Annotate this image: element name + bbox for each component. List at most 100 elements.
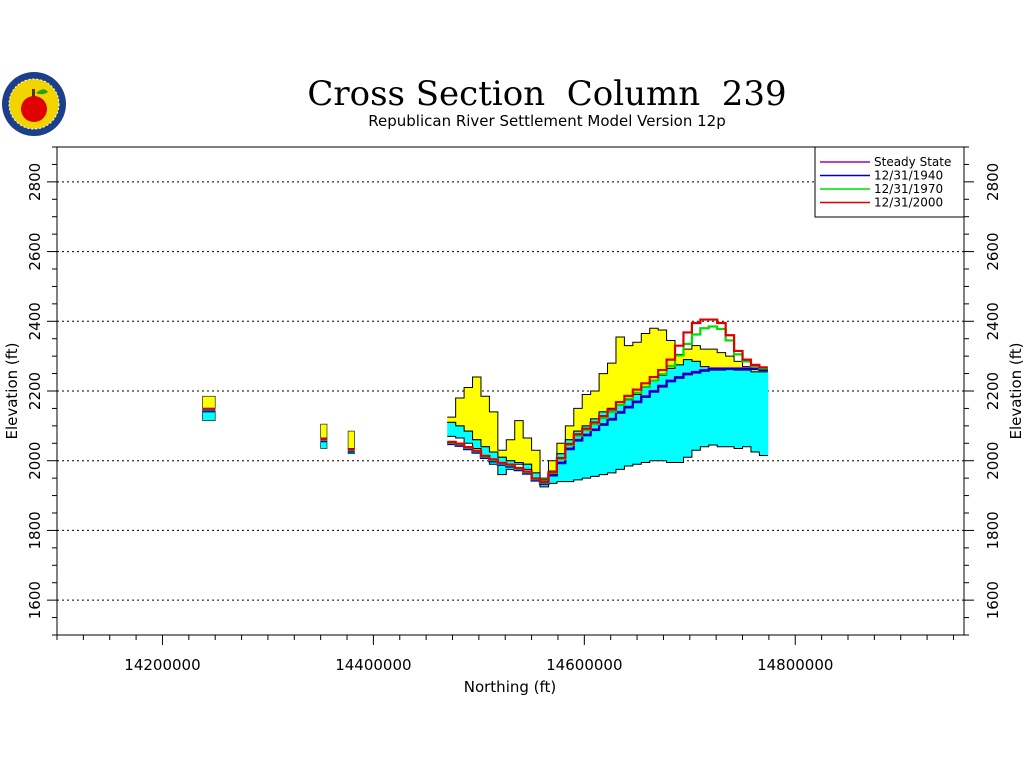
upper-layer-column xyxy=(540,478,549,480)
lower-layer-column xyxy=(607,408,617,473)
upper-layer-column xyxy=(497,450,507,458)
lower-layer-column xyxy=(472,439,482,449)
upper-layer-column xyxy=(565,425,575,440)
lower-layer-column xyxy=(202,411,216,421)
axis-ticks: 14200000 14400000 14600000 14800000 1600 1600… xyxy=(26,146,1002,674)
upper-layer-column xyxy=(725,356,735,369)
upper-layer-column xyxy=(320,423,328,439)
lower-layer-column xyxy=(725,368,735,447)
upper-layer-column xyxy=(700,349,710,367)
series-line-12-31-2000 xyxy=(447,318,768,484)
upper-layer-column xyxy=(666,340,676,369)
upper-layer-column xyxy=(472,377,482,440)
upper-layer-column xyxy=(573,408,583,432)
x-tick-label: 14400000 xyxy=(335,656,411,674)
lower-layer-column xyxy=(717,370,727,447)
lower-layer-column xyxy=(573,431,583,480)
lower-layer-column xyxy=(632,394,642,465)
lower-layer-column xyxy=(480,446,490,458)
lower-layer-column xyxy=(750,371,760,452)
upper-layer-column xyxy=(489,411,499,452)
x-axis-label: Northing (ft) xyxy=(464,678,557,696)
upper-layer-column xyxy=(717,352,727,371)
legend-label: Steady State xyxy=(874,155,951,169)
y-tick-label-right: 2000 xyxy=(984,442,1002,480)
legend-label: 12/31/1970 xyxy=(874,182,943,196)
upper-layer-column xyxy=(347,430,355,449)
upper-layer-column xyxy=(590,391,600,419)
upper-layer-top-outline xyxy=(447,327,768,479)
lower-layer-column xyxy=(691,361,701,451)
y-tick-label-left: 2400 xyxy=(26,302,44,340)
x-tick-label: 14600000 xyxy=(546,656,622,674)
x-tick-label: 14800000 xyxy=(757,656,833,674)
upper-layer-column xyxy=(506,439,516,461)
upper-layer-column xyxy=(514,420,524,463)
y-tick-label-left: 1800 xyxy=(26,511,44,549)
upper-layer-column xyxy=(582,394,592,426)
lower-layer-column xyxy=(759,371,769,456)
upper-layer-column xyxy=(632,342,642,395)
y-tick-label-right: 2600 xyxy=(984,232,1002,270)
lower-layer-column xyxy=(734,370,743,449)
lower-layer-column xyxy=(556,453,566,482)
lower-layer-column xyxy=(615,404,625,470)
y-tick-label-left: 2800 xyxy=(26,163,44,201)
upper-layer-column xyxy=(548,460,558,472)
y-tick-label-right: 1600 xyxy=(984,581,1002,619)
lower-layer-column xyxy=(523,464,532,470)
upper-layer-column xyxy=(523,438,532,465)
upper-layer-column xyxy=(708,349,718,371)
grid-lines xyxy=(57,181,964,601)
lower-layer-column xyxy=(599,411,608,475)
upper-layer-column xyxy=(556,443,566,454)
lower-layer-column xyxy=(489,452,499,465)
legend-label: 12/31/1940 xyxy=(874,169,943,183)
y-tick-label-left: 1600 xyxy=(26,581,44,619)
lower-layer-column xyxy=(624,399,634,466)
upper-layer-column xyxy=(658,330,667,376)
y-tick-label-right: 2800 xyxy=(984,163,1002,201)
y-tick-label-right: 2400 xyxy=(984,302,1002,340)
lower-layer-column xyxy=(708,370,718,446)
lower-layer-bottom-outline xyxy=(447,435,768,488)
lower-layer-column xyxy=(658,375,667,461)
lower-layer-column xyxy=(649,380,659,461)
upper-layer-column xyxy=(480,396,490,447)
upper-layer-column xyxy=(531,450,541,473)
lower-layer-column xyxy=(531,472,541,480)
lower-layer-top-outline xyxy=(447,359,768,481)
y-tick-label-right: 1800 xyxy=(984,511,1002,549)
legend-box xyxy=(814,146,965,218)
y-axis-label-left: Elevation (ft) xyxy=(3,342,21,439)
chart-title: Cross Section Column 239 xyxy=(307,74,786,114)
lower-layer-column xyxy=(565,439,575,482)
lower-layer-column xyxy=(666,368,676,463)
upper-layer-column xyxy=(447,417,457,423)
lower-layer-column xyxy=(447,422,457,437)
y-tick-label-right: 2200 xyxy=(984,372,1002,410)
upper-layer-column xyxy=(464,387,473,432)
y-tick-label-left: 2600 xyxy=(26,232,44,270)
y-tick-label-left: 2200 xyxy=(26,372,44,410)
upper-layer-column xyxy=(615,336,625,405)
apple-icon xyxy=(21,96,47,122)
legend-label: 12/31/2000 xyxy=(874,196,943,210)
lower-layer-column xyxy=(590,418,600,477)
upper-layer-column xyxy=(734,361,743,371)
lower-layer-column xyxy=(464,431,473,444)
upper-layer-column xyxy=(455,397,465,426)
lower-layer-column xyxy=(514,462,524,465)
x-tick-label: 14200000 xyxy=(124,656,200,674)
lower-layer-column xyxy=(683,359,693,458)
y-tick-label-left: 2000 xyxy=(26,442,44,480)
upper-layer-column xyxy=(675,354,684,365)
lower-layer-column xyxy=(675,364,684,463)
upper-layer-column xyxy=(599,373,608,412)
upper-layer-column xyxy=(607,363,617,409)
y-axis-label-right: Elevation (ft) xyxy=(1007,342,1024,439)
upper-layer-column xyxy=(649,328,659,381)
upper-layer-column xyxy=(683,349,693,360)
lower-layer-column xyxy=(548,471,558,484)
